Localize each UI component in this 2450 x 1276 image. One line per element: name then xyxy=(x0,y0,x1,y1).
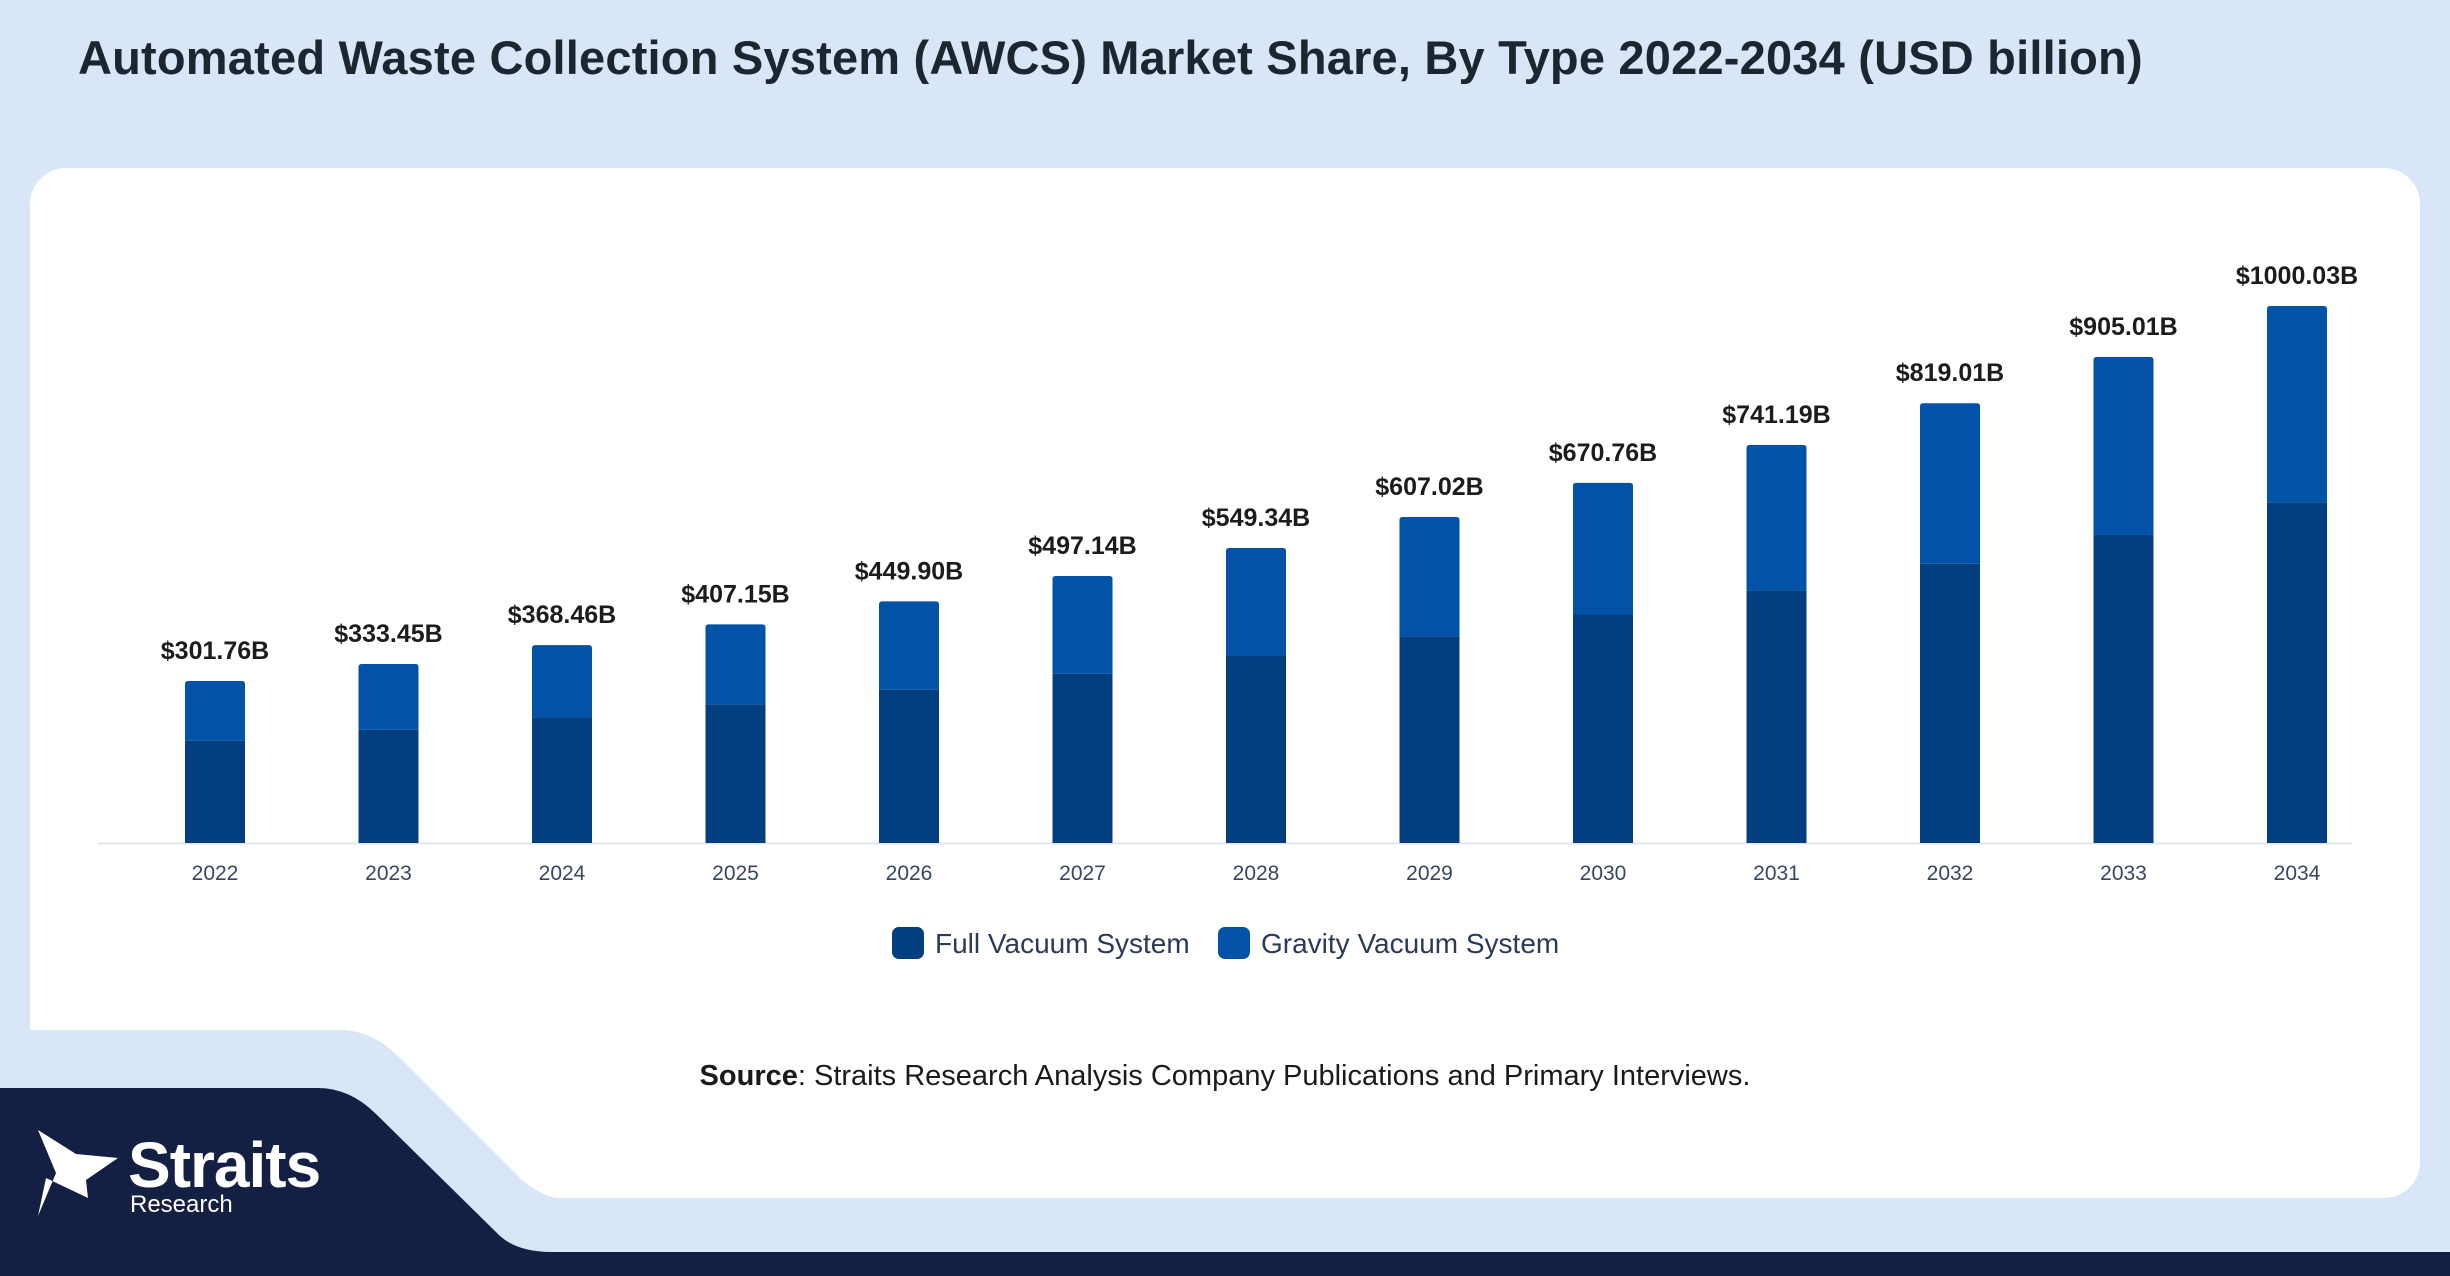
x-tick-label: 2027 xyxy=(1059,862,1106,885)
data-label: $905.01B xyxy=(2069,313,2177,341)
arrow-chevron-logo-icon xyxy=(38,1130,118,1216)
stacked-bar-chart: $301.76B 2022 $333.45B 2023 $368.46B 2024 $407… xyxy=(98,262,2358,959)
bar-segment xyxy=(1226,548,1286,657)
data-label: $407.15B xyxy=(681,580,789,608)
brand-name: Straits xyxy=(128,1129,321,1201)
x-tick-label: 2023 xyxy=(365,862,412,885)
x-tick-label: 2032 xyxy=(1927,862,1974,885)
bar-segment xyxy=(358,663,419,730)
data-label: $497.14B xyxy=(1028,532,1136,560)
x-tick-label: 2034 xyxy=(2274,862,2321,885)
bar-segment xyxy=(1052,673,1113,843)
bar-segment xyxy=(705,704,766,843)
bar-segment xyxy=(1399,517,1460,637)
source-text: : Straits Research Analysis Company Publ… xyxy=(797,1060,1751,1092)
bar-segment xyxy=(1920,563,1980,843)
data-label: $333.45B xyxy=(334,620,442,648)
data-label: $301.76B xyxy=(161,637,269,665)
bar-segment xyxy=(1746,444,1807,591)
footer-light-band xyxy=(0,1030,2450,1276)
chart-card: $301.76B 2022 $333.45B 2023 $368.46B 2024 $407… xyxy=(30,168,2420,1198)
x-tick-label: 2030 xyxy=(1580,862,1627,885)
page-title: Automated Waste Collection System (AWCS)… xyxy=(78,31,2143,84)
bar-segment xyxy=(1052,576,1113,674)
bar-segment xyxy=(1920,403,1980,564)
bar-segment xyxy=(358,729,419,843)
data-label: $741.19B xyxy=(1722,401,1830,429)
footer-dark-band xyxy=(0,1088,2450,1276)
legend-label: Gravity Vacuum System xyxy=(1261,928,1559,959)
x-tick-label: 2022 xyxy=(192,862,239,885)
bar-segment xyxy=(2093,534,2154,843)
source-label: Source xyxy=(699,1060,798,1092)
x-tick-label: 2033 xyxy=(2100,862,2147,885)
bar-segment xyxy=(185,740,245,843)
bar-segment xyxy=(1573,614,1633,843)
bar-segment xyxy=(2093,357,2154,535)
x-tick-label: 2026 xyxy=(886,862,933,885)
data-label: $819.01B xyxy=(1896,359,2004,387)
x-tick-label: 2025 xyxy=(712,862,759,885)
data-label: $1000.03B xyxy=(2236,262,2358,290)
brand-subtitle: Research xyxy=(130,1191,233,1218)
bar-segment xyxy=(532,717,592,843)
bar-segment xyxy=(1399,636,1460,843)
data-label: $670.76B xyxy=(1549,439,1657,467)
bar-segment xyxy=(1746,590,1807,843)
bar-segment xyxy=(705,624,766,705)
legend-swatch xyxy=(892,927,924,959)
bar-segment xyxy=(532,645,592,718)
x-tick-label: 2024 xyxy=(539,862,586,885)
data-label: $449.90B xyxy=(855,557,963,585)
bar-segment xyxy=(879,601,939,690)
bar-segment xyxy=(2267,502,2327,843)
source-note: Source: Straits Research Analysis Compan… xyxy=(0,1060,2450,1093)
x-tick-label: 2028 xyxy=(1233,862,1280,885)
legend-label: Full Vacuum System xyxy=(935,928,1190,959)
bar-segment xyxy=(1226,656,1286,843)
legend-swatch xyxy=(1218,927,1250,959)
bar-segment xyxy=(1573,482,1633,615)
x-tick-label: 2031 xyxy=(1753,862,1800,885)
bar-segment xyxy=(2267,306,2327,503)
bar-segment xyxy=(879,689,939,843)
data-label: $607.02B xyxy=(1375,473,1483,501)
data-label: $549.34B xyxy=(1202,504,1310,532)
x-tick-label: 2029 xyxy=(1406,862,1453,885)
data-label: $368.46B xyxy=(508,601,616,629)
bar-segment xyxy=(185,680,245,741)
